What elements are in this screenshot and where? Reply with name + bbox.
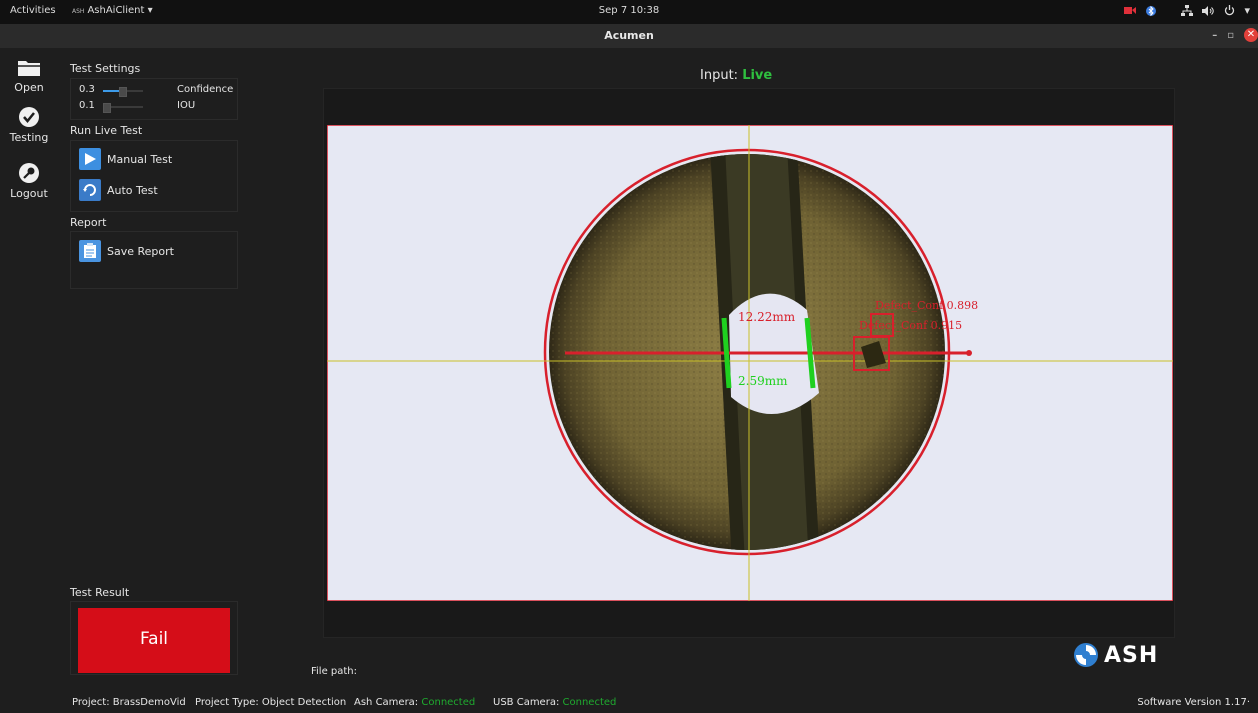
input-prefix: Input:	[700, 68, 739, 83]
usb-camera-label: USB Camera:	[493, 697, 560, 708]
manual-test-label: Manual Test	[107, 152, 173, 166]
nav-open[interactable]: Open	[0, 58, 58, 94]
auto-test-label: Auto Test	[107, 183, 158, 197]
maximize-button[interactable]: ▫	[1227, 29, 1234, 41]
ash-logo: ASH	[1073, 642, 1158, 668]
app-menu[interactable]: ASH AshAiClient ▾	[72, 5, 153, 16]
app-window: Open Testing Logout Test Settings 0.3 Co…	[0, 48, 1258, 713]
power-icon	[1225, 5, 1235, 16]
iou-label: IOU	[177, 100, 196, 111]
status-ash-camera: Ash Camera: Connected	[354, 697, 475, 708]
test-result-status: Fail	[78, 608, 230, 673]
ash-camera-status: Connected	[421, 697, 476, 708]
confidence-label: Confidence	[177, 84, 234, 95]
system-top-bar: Activities ASH AshAiClient ▾ Sep 7 10:38 …	[0, 0, 1258, 24]
nav-open-label: Open	[14, 81, 44, 94]
app-menu-label: AshAiClient ▾	[87, 5, 153, 16]
defect-dent	[861, 341, 886, 368]
confidence-slider-fill	[103, 90, 119, 92]
save-report-button[interactable]: Save Report	[79, 238, 174, 264]
test-result-box: Fail	[70, 601, 238, 675]
nav-testing-label: Testing	[9, 131, 49, 144]
measure-marker-left	[721, 317, 732, 389]
clock[interactable]: Sep 7 10:38	[598, 5, 660, 16]
defect-label-1: Defect_Conf 0.898	[875, 299, 978, 312]
test-settings-box: 0.3 Confidence 0.1 IOU	[70, 78, 238, 120]
nav-testing[interactable]: Testing	[0, 106, 58, 144]
window-title-bar: Acumen – ▫ ✕	[0, 24, 1258, 48]
camera-icon	[1124, 7, 1137, 14]
input-source-title: Input: Live	[700, 68, 772, 83]
save-report-label: Save Report	[107, 244, 174, 258]
iou-value: 0.1	[79, 100, 95, 111]
diameter-end-right	[966, 350, 972, 356]
window-title: Acumen	[604, 29, 654, 42]
bluetooth-icon	[1146, 5, 1157, 16]
video-viewer: 12.22mm 2.59mm Defect_Conf 0.898 Defect_…	[323, 88, 1175, 638]
folder-icon	[18, 61, 40, 76]
nav-logout-label: Logout	[10, 187, 48, 200]
checkmark-icon	[19, 107, 39, 127]
minimize-button[interactable]: –	[1212, 29, 1218, 41]
ash-logo-icon	[1074, 643, 1098, 667]
confidence-value: 0.3	[79, 84, 95, 95]
measure-bottom-label: 2.59mm	[738, 374, 788, 388]
window-controls: – ▫ ✕	[1212, 28, 1258, 42]
report-box: Save Report	[70, 231, 238, 289]
usb-camera-status: Connected	[562, 697, 617, 708]
test-settings-title: Test Settings	[70, 62, 141, 75]
test-result-title: Test Result	[70, 586, 130, 599]
play-icon	[79, 148, 101, 170]
measure-top-label: 12.22mm	[738, 310, 796, 324]
confidence-slider[interactable]	[103, 87, 143, 97]
status-bar: Project: BrassDemoVid Project Type: Obje…	[0, 688, 1258, 713]
auto-refresh-icon	[79, 179, 101, 201]
ash-logo-text: ASH	[1104, 642, 1159, 668]
volume-icon	[1202, 5, 1215, 16]
input-live-value: Live	[742, 68, 773, 83]
confidence-row: 0.3 Confidence	[79, 84, 233, 97]
chevron-down-icon: ▾	[1244, 4, 1250, 17]
status-project-type: Project Type: Object Detection	[195, 697, 347, 708]
ash-camera-label: Ash Camera:	[354, 697, 419, 708]
confidence-slider-handle[interactable]	[119, 87, 127, 97]
file-path-label: File path:	[311, 666, 358, 677]
status-usb-camera: USB Camera: Connected	[493, 697, 616, 708]
app-menu-prefix: ASH	[72, 8, 85, 15]
iou-slider[interactable]	[103, 103, 143, 113]
clipboard-icon	[79, 240, 101, 262]
software-version: Software Version 1.17·	[1137, 697, 1250, 708]
measure-marker-right	[804, 317, 816, 389]
camera-frame: 12.22mm 2.59mm Defect_Conf 0.898 Defect_…	[327, 125, 1173, 601]
iou-row: 0.1 IOU	[79, 100, 229, 113]
run-live-test-box: Manual Test Auto Test	[70, 140, 238, 212]
manual-test-button[interactable]: Manual Test	[79, 146, 172, 172]
activities-button[interactable]: Activities	[10, 5, 56, 16]
auto-test-button[interactable]: Auto Test	[79, 177, 158, 203]
key-icon	[19, 163, 39, 183]
report-title: Report	[70, 216, 107, 229]
run-live-test-title: Run Live Test	[70, 124, 143, 137]
left-nav: Open Testing Logout	[0, 48, 58, 688]
close-button[interactable]: ✕	[1244, 28, 1258, 42]
nav-logout[interactable]: Logout	[0, 162, 58, 200]
system-tray[interactable]: ▾	[1124, 4, 1250, 17]
status-project: Project: BrassDemoVid	[72, 697, 186, 708]
defect-box-large	[853, 336, 890, 371]
iou-slider-handle[interactable]	[103, 103, 111, 113]
defect-label-2: Defect_Conf 0.915	[859, 319, 962, 332]
network-icon	[1181, 5, 1194, 16]
